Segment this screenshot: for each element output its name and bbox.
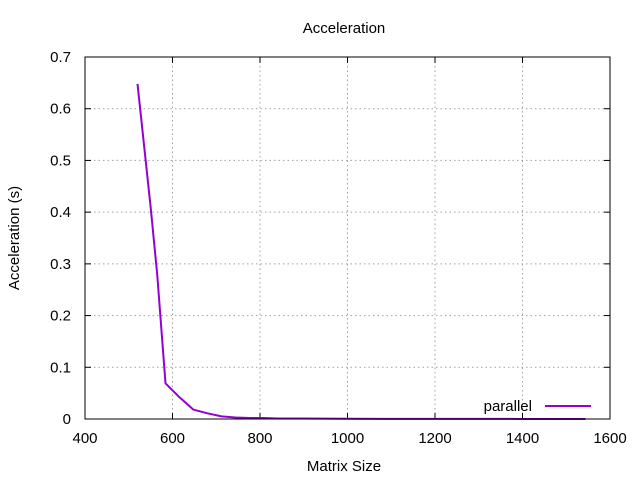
x-tick-label: 800 (247, 430, 272, 447)
plot-frame (84, 56, 611, 420)
y-tick-label: 0.6 (50, 101, 71, 118)
x-tick-label: 1200 (418, 430, 451, 447)
y-tick-label: 0.2 (50, 308, 71, 325)
y-axis-label: Acceleration (s) (6, 186, 23, 290)
x-tick-label: 400 (72, 430, 97, 447)
x-axis-label: Matrix Size (307, 458, 381, 475)
legend: parallel (484, 398, 591, 415)
y-tick-label: 0.5 (50, 152, 71, 169)
y-tick-label: 0 (63, 411, 71, 428)
y-tick-label: 0.1 (50, 359, 71, 376)
axis-ticks: 400 600 800 1000 1200 1400 1600 0 0.1 0.2 0.3 0.4 0.… (50, 49, 627, 447)
grid (85, 57, 610, 419)
y-tick-label: 0.4 (50, 204, 71, 221)
chart-title: Acceleration (303, 20, 386, 37)
series-layer (136, 83, 586, 420)
x-tick-label: 1400 (506, 430, 539, 447)
x-tick-label: 1600 (593, 430, 626, 447)
series-line-parallel (136, 83, 586, 420)
legend-label: parallel (484, 398, 532, 415)
y-tick-label: 0.7 (50, 49, 71, 66)
y-tick-label: 0.3 (50, 256, 71, 273)
x-tick-label: 1000 (331, 430, 364, 447)
x-tick-label: 600 (160, 430, 185, 447)
